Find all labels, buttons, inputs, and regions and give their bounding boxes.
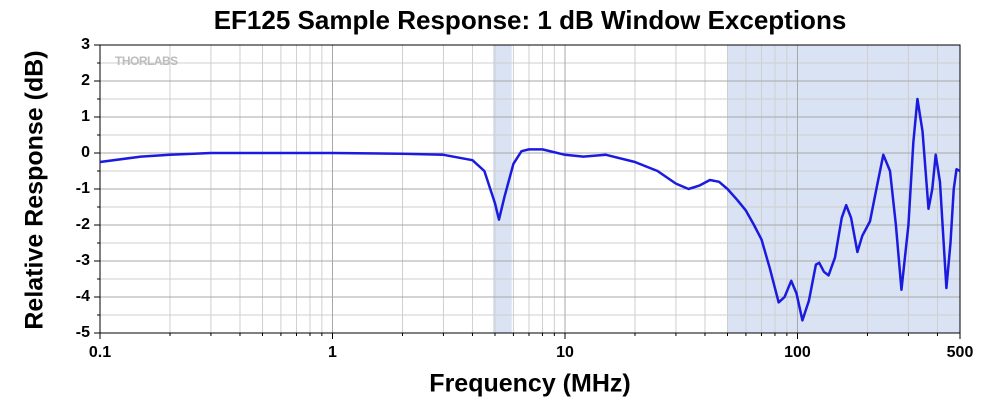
y-tick-label: -5 [76, 324, 90, 341]
x-axis-label: Frequency (MHz) [429, 370, 630, 398]
x-tick-label: 0.1 [89, 344, 111, 361]
y-tick-label: -4 [76, 288, 90, 305]
y-tick-label: 3 [81, 36, 90, 53]
y-tick-label: 2 [81, 72, 90, 89]
y-tick-label: -3 [76, 252, 90, 269]
y-tick-label: 1 [81, 108, 90, 125]
data-line [99, 97, 961, 322]
y-tick-label: 0 [81, 144, 90, 161]
x-tick-label: 500 [947, 344, 974, 361]
y-tick-label: -2 [76, 216, 90, 233]
x-tick-label: 100 [784, 344, 811, 361]
chart-title: EF125 Sample Response: 1 dB Window Excep… [214, 5, 847, 35]
plot-frame [99, 44, 961, 334]
x-tick-label: 1 [328, 344, 337, 361]
y-axis-label: Relative Response (dB) [21, 50, 49, 329]
y-tick-label: -1 [76, 180, 90, 197]
x-tick-label: 10 [556, 344, 574, 361]
watermark: THORLABS [115, 54, 178, 68]
